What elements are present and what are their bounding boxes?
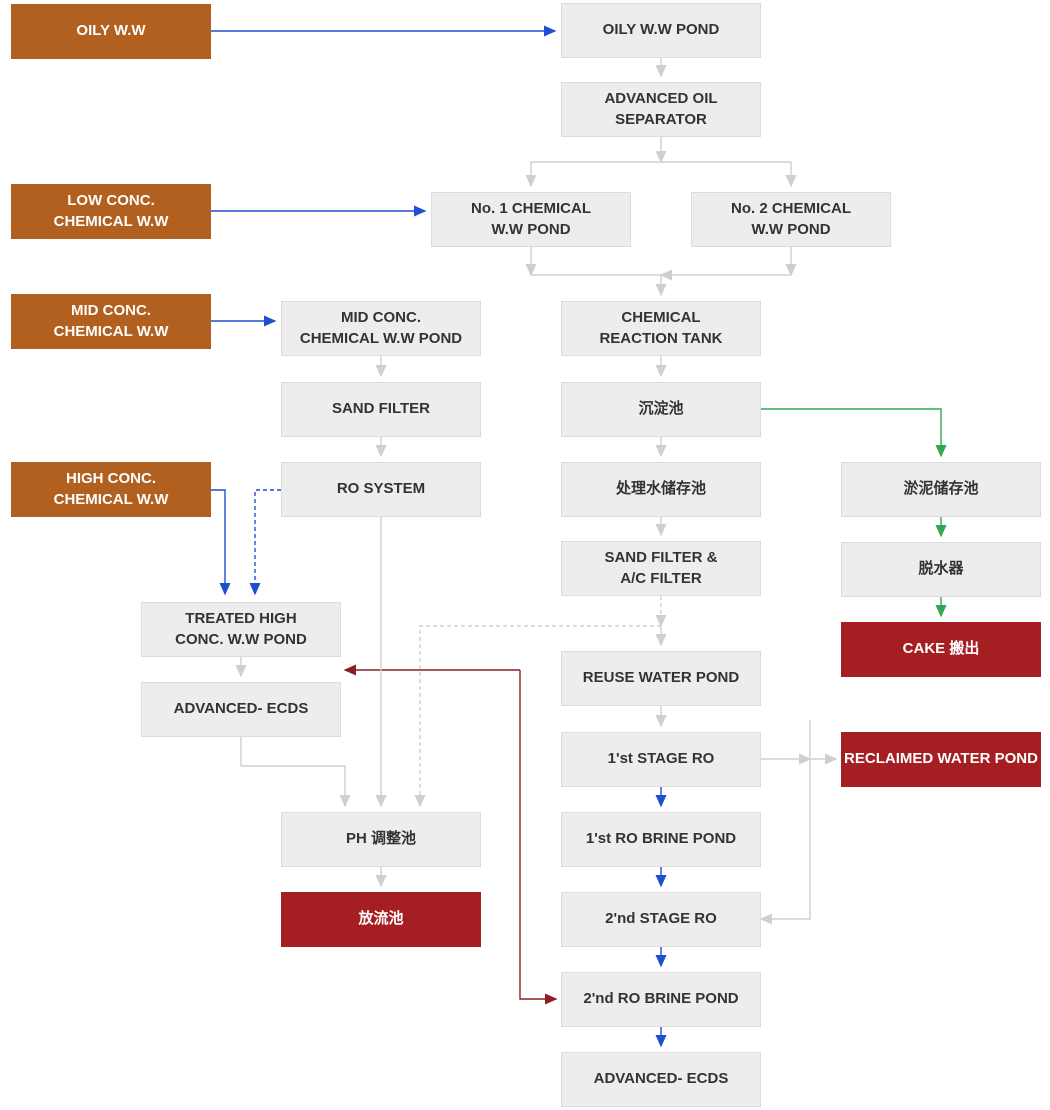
node-label: No. 2 CHEMICAL W.W POND [731,199,851,240]
node-ecds1: ADVANCED- ECDS [141,682,341,737]
node-reuse: REUSE WATER POND [561,651,761,706]
node-dewater: 脱水器 [841,542,1041,597]
node-ph: PH 调整池 [281,812,481,867]
node-in_oily: OILY W.W [11,4,211,59]
node-label: PH 调整池 [346,829,416,849]
node-ro: RO SYSTEM [281,462,481,517]
node-treated_store: 处理水储存池 [561,462,761,517]
node-label: RO SYSTEM [337,479,425,499]
node-ro1: 1'st STAGE RO [561,732,761,787]
edge-15 [761,409,941,456]
node-sand_ac: SAND FILTER & A/C FILTER [561,541,761,596]
edge-4 [661,162,791,186]
node-sand1: SAND FILTER [281,382,481,437]
node-label: TREATED HIGH CONC. W.W POND [175,609,307,650]
node-label: ADVANCED- ECDS [174,699,309,719]
edge-16 [211,490,225,594]
flowchart-canvas: OILY W.W LOW CONC. CHEMICAL W.W MID CONC. … [0,0,1050,1110]
node-in_mid: MID CONC. CHEMICAL W.W [11,294,211,349]
node-label: 1'st STAGE RO [608,749,715,769]
edge-32 [761,720,810,919]
node-label: CHEMICAL REACTION TANK [599,308,722,349]
node-adv_oil: ADVANCED OIL SEPARATOR [561,82,761,137]
node-label: MID CONC. CHEMICAL W.W [54,301,169,342]
node-brine2: 2'nd RO BRINE POND [561,972,761,1027]
node-label: SAND FILTER & A/C FILTER [604,548,717,589]
node-label: 沉淀池 [638,399,683,419]
node-label: RECLAIMED WATER POND [844,749,1038,769]
node-in_low: LOW CONC. CHEMICAL W.W [11,184,211,239]
node-sediment: 沉淀池 [561,382,761,437]
node-label: 2'nd STAGE RO [605,909,717,929]
node-label: ADVANCED- ECDS [594,1069,729,1089]
node-label: LOW CONC. CHEMICAL W.W [54,191,169,232]
edge-8 [531,275,661,295]
edge-30 [520,670,556,999]
node-brine1: 1'st RO BRINE POND [561,812,761,867]
edge-27 [241,737,345,806]
node-label: 脱水器 [918,559,963,579]
node-label: OILY W.W POND [603,20,720,40]
node-mid_pond: MID CONC. CHEMICAL W.W POND [281,301,481,356]
edge-3 [531,162,661,186]
node-label: No. 1 CHEMICAL W.W POND [471,199,591,240]
node-chem1: No. 1 CHEMICAL W.W POND [431,192,631,247]
node-sludge: 淤泥储存池 [841,462,1041,517]
node-treated_hc: TREATED HIGH CONC. W.W POND [141,602,341,657]
node-label: CAKE 搬出 [903,639,980,659]
edge-17 [255,490,281,594]
node-label: 处理水储存池 [616,479,706,499]
node-out_flow: 放流池 [281,892,481,947]
node-label: 2'nd RO BRINE POND [583,989,738,1009]
node-out_cake: CAKE 搬出 [841,622,1041,677]
node-label: 淤泥储存池 [903,479,978,499]
node-label: SAND FILTER [332,399,430,419]
node-label: 放流池 [358,909,403,929]
node-chem2: No. 2 CHEMICAL W.W POND [691,192,891,247]
node-ro2: 2'nd STAGE RO [561,892,761,947]
node-label: 1'st RO BRINE POND [586,829,736,849]
node-label: OILY W.W [76,21,145,41]
node-react: CHEMICAL REACTION TANK [561,301,761,356]
node-out_reclaim: RECLAIMED WATER POND [841,732,1041,787]
node-label: HIGH CONC. CHEMICAL W.W [54,469,169,510]
node-oily_pond: OILY W.W POND [561,3,761,58]
node-ecds2: ADVANCED- ECDS [561,1052,761,1107]
node-label: REUSE WATER POND [583,668,739,688]
node-in_high: HIGH CONC. CHEMICAL W.W [11,462,211,517]
node-label: ADVANCED OIL SEPARATOR [604,89,717,130]
node-label: MID CONC. CHEMICAL W.W POND [300,308,462,349]
